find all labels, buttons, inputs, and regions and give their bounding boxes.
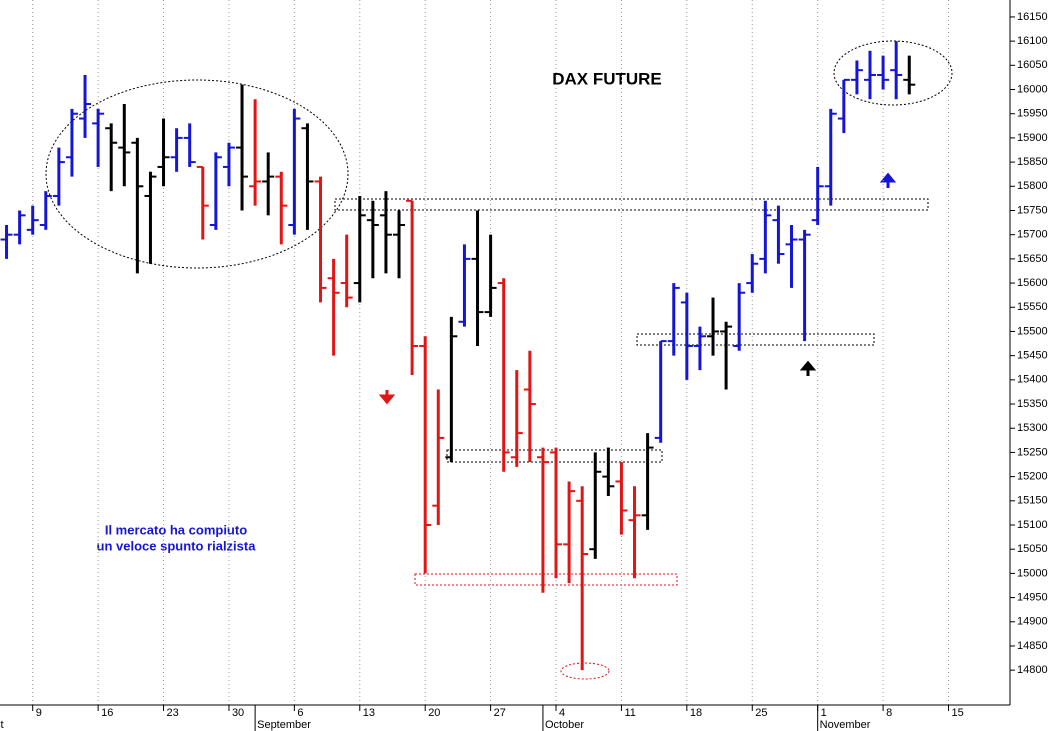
x-tick-label: 27	[494, 707, 506, 719]
y-tick-label: 16000	[1017, 83, 1048, 95]
x-tick-label: 16	[101, 707, 113, 719]
x-tick-label: 8	[886, 707, 892, 719]
x-tick-label: 11	[624, 707, 635, 719]
y-tick-label: 15300	[1017, 422, 1048, 434]
y-tick-label: 16050	[1017, 59, 1048, 71]
x-tick-label: 30	[232, 707, 244, 719]
y-tick-label: 15000	[1017, 567, 1048, 579]
x-tick-label: 4	[559, 707, 565, 719]
y-tick-label: 15650	[1017, 253, 1048, 265]
month-label: October	[545, 719, 584, 731]
y-tick-label: 15400	[1017, 374, 1048, 386]
month-label: September	[257, 719, 311, 731]
arrow-up	[879, 172, 897, 188]
y-tick-label: 15800	[1017, 180, 1048, 192]
x-tick-label: 23	[167, 707, 179, 719]
month-label: November	[820, 719, 871, 731]
level-box	[446, 449, 663, 463]
y-tick-label: 14900	[1017, 616, 1048, 628]
y-tick-label: 15950	[1017, 108, 1048, 120]
annotation: un veloce spunto rialzista	[97, 538, 257, 553]
y-tick-label: 16150	[1017, 11, 1048, 23]
y-tick-label: 14950	[1017, 591, 1048, 603]
y-tick-label: 15100	[1017, 519, 1048, 531]
x-tick-label: 15	[952, 707, 964, 719]
month-label: August	[0, 719, 4, 731]
y-tick-label: 14850	[1017, 640, 1048, 652]
arrow-up	[799, 360, 817, 376]
y-tick-label: 14800	[1017, 664, 1048, 676]
y-tick-label: 15850	[1017, 156, 1048, 168]
ellipse	[560, 662, 610, 680]
y-tick-label: 15450	[1017, 350, 1048, 362]
chart-title: DAX FUTURE	[552, 69, 662, 88]
x-tick-label: 1	[821, 707, 827, 719]
y-tick-label: 15900	[1017, 132, 1048, 144]
y-tick-label: 15150	[1017, 495, 1048, 507]
level-box	[334, 198, 929, 211]
y-tick-label: 15600	[1017, 277, 1048, 289]
y-tick-label: 15050	[1017, 543, 1048, 555]
y-tick-label: 15250	[1017, 446, 1048, 458]
x-tick-label: 9	[36, 707, 42, 719]
ellipse	[833, 40, 953, 106]
x-tick-label: 6	[297, 707, 303, 719]
y-tick-label: 15750	[1017, 204, 1048, 216]
y-tick-label: 15200	[1017, 471, 1048, 483]
y-tick-label: 15550	[1017, 301, 1048, 313]
x-tick-label: 13	[363, 707, 375, 719]
y-tick-label: 15700	[1017, 229, 1048, 241]
level-box	[414, 573, 678, 586]
x-tick-label: 25	[755, 707, 767, 719]
ellipse	[45, 79, 349, 269]
annotations	[45, 40, 953, 680]
y-tick-label: 15500	[1017, 325, 1048, 337]
y-tick-label: 15350	[1017, 398, 1048, 410]
arrow-down	[378, 390, 396, 405]
annotation: Il mercato ha compiuto	[105, 522, 247, 537]
x-tick-label: 18	[690, 707, 702, 719]
x-tick-label: 20	[428, 707, 440, 719]
y-tick-label: 16100	[1017, 35, 1048, 47]
